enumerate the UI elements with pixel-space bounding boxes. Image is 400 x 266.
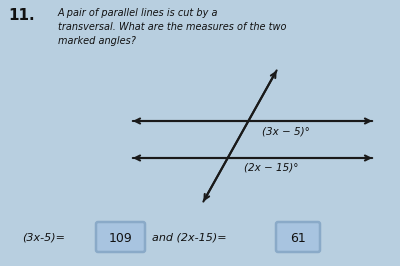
Text: (2x − 15)°: (2x − 15)° — [244, 162, 298, 172]
Text: A pair of parallel lines is cut by a
transversal. What are the measures of the t: A pair of parallel lines is cut by a tra… — [58, 8, 286, 46]
Text: (3x − 5)°: (3x − 5)° — [262, 126, 310, 136]
Text: 61: 61 — [290, 231, 306, 244]
Text: and (2x-15)=: and (2x-15)= — [152, 233, 227, 243]
FancyBboxPatch shape — [276, 222, 320, 252]
Text: 109: 109 — [109, 231, 132, 244]
Text: (3x-5)=: (3x-5)= — [22, 233, 65, 243]
FancyBboxPatch shape — [96, 222, 145, 252]
Text: 11.: 11. — [8, 8, 35, 23]
